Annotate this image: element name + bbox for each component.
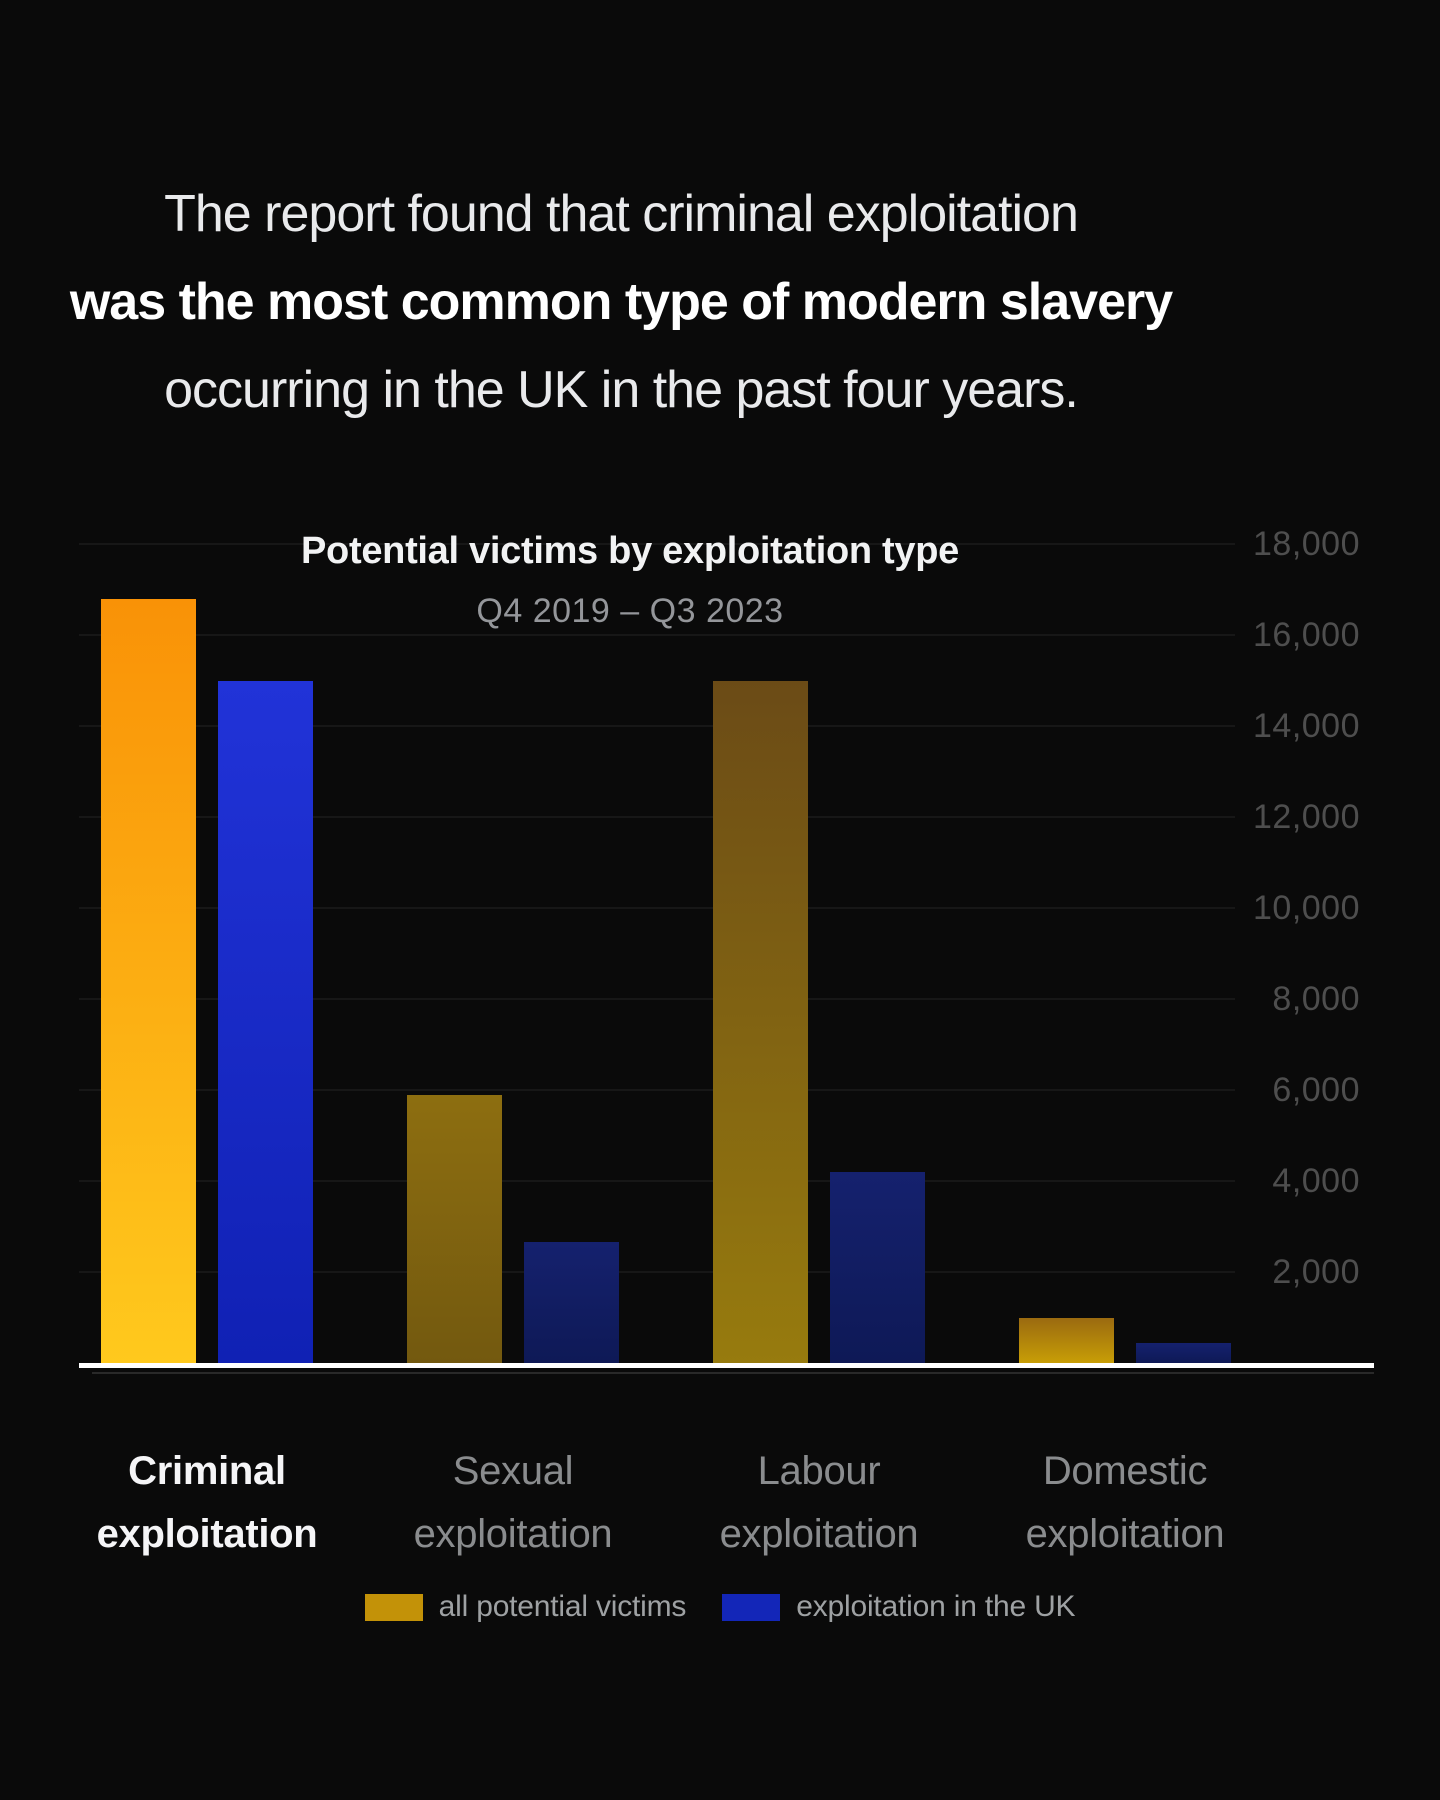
- category-label-line: exploitation: [1025, 1512, 1225, 1556]
- legend: all potential victims exploitation in th…: [0, 1590, 1440, 1624]
- bar-domestic-uk: [1136, 1342, 1231, 1363]
- bar-labour-all: [713, 680, 808, 1363]
- gridline-10000: [79, 907, 1235, 909]
- gridline-16000: [79, 634, 1235, 636]
- category-label-line: Sexual: [452, 1449, 574, 1493]
- bar-criminal-all: [101, 598, 196, 1363]
- legend-swatch-uk-icon: [722, 1593, 781, 1621]
- legend-swatch-all-icon: [364, 1593, 423, 1621]
- bar-sexual-uk: [524, 1242, 619, 1363]
- legend-label: all potential victims: [438, 1590, 687, 1623]
- gridline-12000: [79, 816, 1235, 818]
- legend-label: exploitation in the UK: [796, 1590, 1076, 1623]
- headline-line-1: The report found that criminal exploitat…: [164, 185, 1079, 243]
- y-tick-label-4000: 4,000: [1272, 1162, 1360, 1200]
- legend-item-all-potential-victims: all potential victims: [364, 1590, 687, 1624]
- category-label-line: Domestic: [1042, 1449, 1208, 1493]
- y-tick-label-10000: 10,000: [1253, 889, 1360, 927]
- headline-line-2: was the most common type of modern slave…: [69, 273, 1173, 331]
- y-tick-label-18000: 18,000: [1253, 525, 1360, 563]
- legend-item-exploitation-in-the-uk: exploitation in the UK: [722, 1590, 1076, 1624]
- y-tick-label-12000: 12,000: [1253, 798, 1360, 836]
- bar-sexual-all: [407, 1094, 502, 1363]
- gridline-2000: [79, 1271, 1235, 1273]
- category-label-domestic: Domestic exploitation: [965, 1440, 1285, 1566]
- y-tick-label-16000: 16,000: [1253, 616, 1360, 654]
- chart-title: Potential victims by exploitation type: [301, 530, 959, 572]
- y-tick-label-2000: 2,000: [1272, 1253, 1360, 1291]
- category-label-criminal: Criminal exploitation: [47, 1440, 367, 1566]
- category-label-sexual: Sexual exploitation: [353, 1440, 673, 1566]
- gridline-14000: [79, 725, 1235, 727]
- category-label-line: Labour: [757, 1449, 881, 1493]
- y-tick-label-6000: 6,000: [1272, 1071, 1360, 1109]
- category-label-line: exploitation: [413, 1512, 613, 1556]
- category-label-line: exploitation: [96, 1512, 318, 1556]
- bar-domestic-all: [1019, 1317, 1114, 1363]
- chart-subtitle: Q4 2019 – Q3 2023: [476, 592, 784, 630]
- bar-labour-uk: [830, 1171, 925, 1363]
- category-label-line: exploitation: [719, 1512, 919, 1556]
- gridline-4000: [79, 1180, 1235, 1182]
- category-label-line: Criminal: [128, 1449, 286, 1493]
- headline: The report found that criminal exploitat…: [0, 170, 1242, 434]
- category-label-labour: Labour exploitation: [659, 1440, 979, 1566]
- gridline-8000: [79, 998, 1235, 1000]
- y-tick-label-8000: 8,000: [1272, 980, 1360, 1018]
- gridline-18000: [79, 543, 1235, 545]
- x-axis-line-shadow: [92, 1372, 1374, 1374]
- x-axis-line: [79, 1363, 1374, 1368]
- y-tick-label-14000: 14,000: [1253, 707, 1360, 745]
- bar-criminal-uk: [218, 680, 313, 1363]
- gridline-6000: [79, 1089, 1235, 1091]
- headline-line-3: occurring in the UK in the past four yea…: [164, 361, 1079, 419]
